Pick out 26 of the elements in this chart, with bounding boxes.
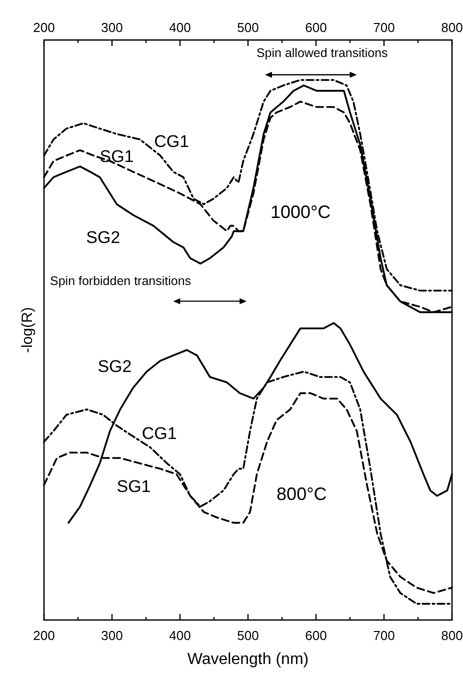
x2-tick-label: 700 (373, 20, 395, 35)
series-label: CG1 (154, 132, 190, 151)
x-tick-label: 300 (101, 628, 123, 643)
x2-tick-label: 500 (237, 20, 259, 35)
x-tick-label: 800 (441, 628, 463, 643)
text: Spin allowed transitions (256, 46, 388, 60)
series-label: SG2 (98, 357, 132, 376)
x2-tick-label: 400 (169, 20, 191, 35)
x-tick-label: 400 (169, 628, 191, 643)
series-label: SG2 (86, 228, 120, 248)
x2-tick-label: 200 (33, 20, 55, 35)
x2-tick-label: 800 (441, 20, 463, 35)
y-axis-title: -log(R) (19, 307, 36, 353)
x-tick-label: 700 (373, 628, 395, 643)
series-label: CG1 (142, 424, 177, 444)
series-label: SG1 (116, 477, 151, 496)
x-tick-label: 600 (305, 628, 327, 643)
x-tick-label: 500 (237, 628, 259, 643)
x-tick-label: 200 (33, 628, 55, 643)
series-label: SG1 (100, 147, 134, 166)
x-axis-title: Wavelength (nm) (187, 651, 309, 668)
annotation: 800°C (276, 484, 327, 504)
x2-tick-label: 600 (305, 20, 327, 35)
x2-tick-label: 300 (101, 20, 123, 35)
annotation: 1000°C (270, 202, 331, 222)
annotation: Spin forbidden transitions (50, 274, 192, 288)
